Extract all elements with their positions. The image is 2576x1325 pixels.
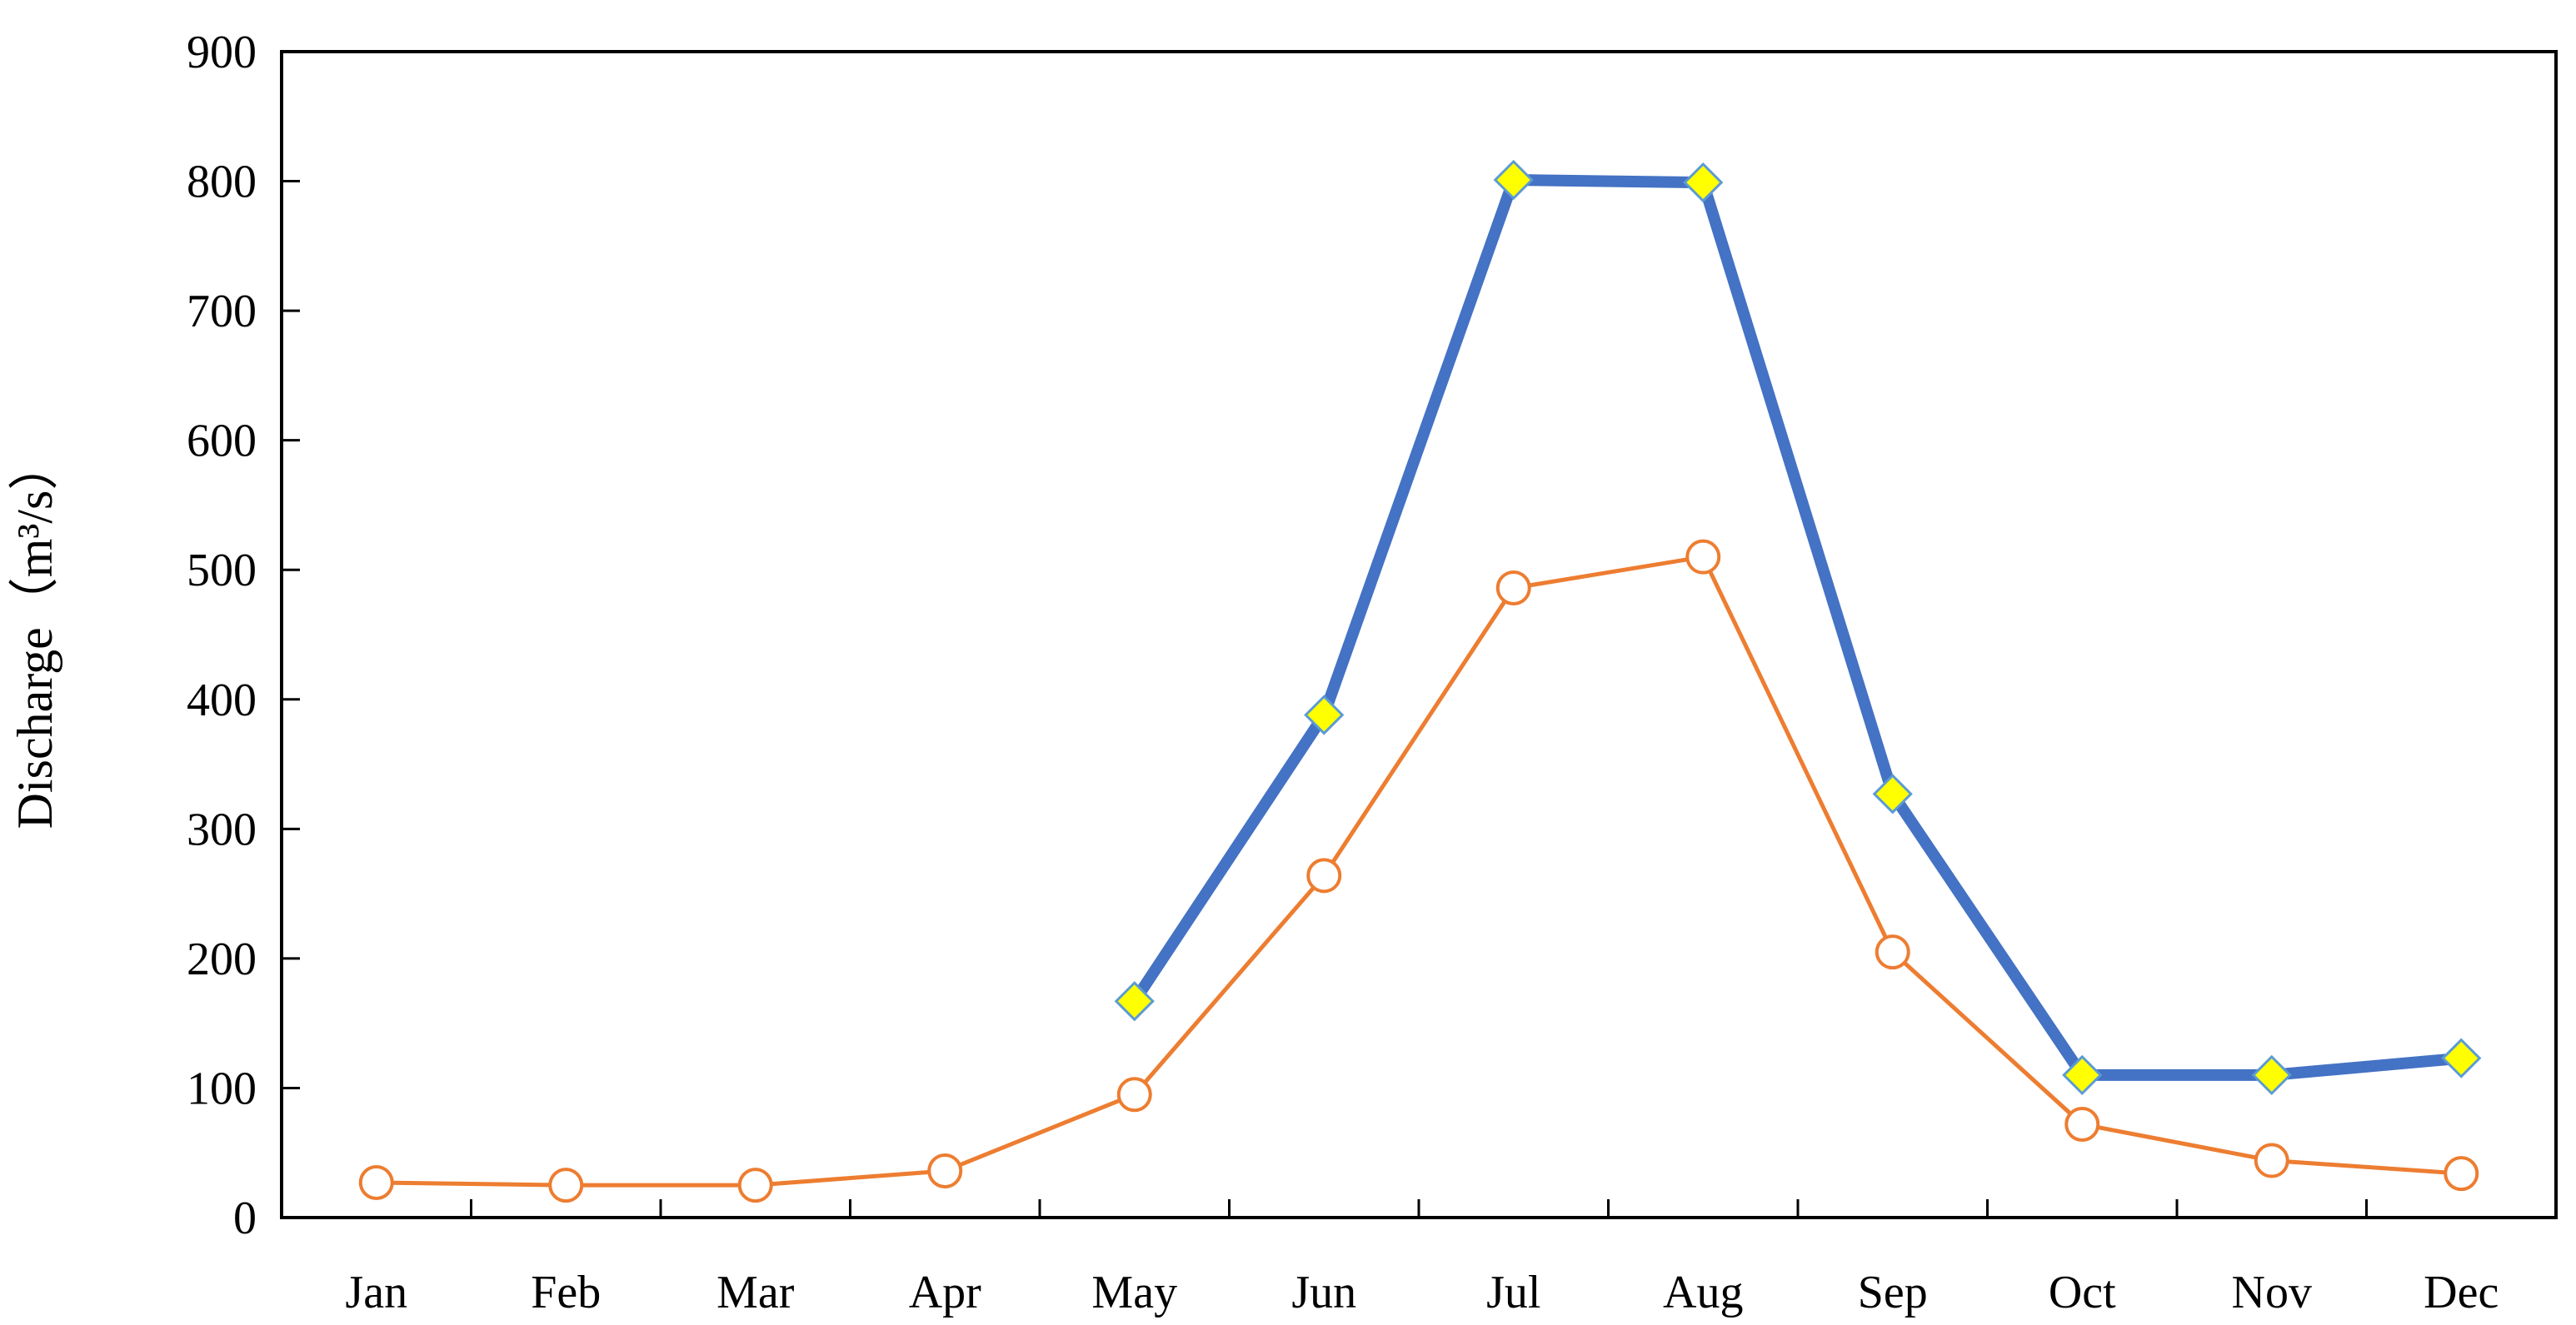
- x-tick-label: May: [1091, 1267, 1177, 1318]
- x-tick-label: Feb: [531, 1267, 601, 1318]
- x-tick-label: Nov: [2232, 1267, 2312, 1318]
- series-layer: [358, 159, 2482, 1203]
- data-point-circle: [1685, 539, 1721, 575]
- data-point-circle: [1116, 1077, 1152, 1113]
- y-tick-label: 400: [187, 675, 257, 726]
- data-point-diamond: [2251, 1054, 2292, 1096]
- data-point-circle: [1875, 934, 1910, 970]
- data-point-diamond: [1493, 159, 1534, 201]
- y-tick-label: 200: [187, 934, 257, 985]
- x-tick-label: Dec: [2424, 1267, 2499, 1318]
- series-line-2: [376, 555, 2462, 1188]
- data-point-diamond: [1683, 162, 1724, 203]
- data-point-diamond: [1304, 695, 1345, 735]
- x-tick-label: Jun: [1291, 1267, 1356, 1318]
- x-tick-label: Mar: [716, 1267, 795, 1318]
- x-tick-label: Aug: [1663, 1267, 1743, 1318]
- x-tick-label: Sep: [1858, 1267, 1928, 1318]
- data-point-circle: [548, 1168, 584, 1203]
- data-point-circle: [737, 1168, 773, 1203]
- y-tick-label: 900: [187, 27, 257, 78]
- x-tick-label: Apr: [909, 1267, 981, 1318]
- x-tick-label: Jul: [1486, 1267, 1540, 1318]
- x-tick-label: Jan: [345, 1267, 407, 1318]
- y-tick-label: 100: [187, 1063, 257, 1114]
- y-tick-label: 300: [187, 804, 257, 855]
- data-point-diamond: [2441, 1038, 2482, 1078]
- data-point-diamond: [2062, 1054, 2103, 1096]
- y-tick-label: 700: [187, 286, 257, 337]
- series-line-1: [1129, 174, 2462, 1081]
- data-point-diamond: [1114, 981, 1155, 1022]
- data-point-diamond: [1872, 774, 1913, 814]
- x-tick-label: Oct: [2049, 1267, 2116, 1318]
- data-point-circle: [927, 1153, 963, 1188]
- y-tick-label: 600: [187, 416, 257, 467]
- x-axis: Jan Feb Mar Apr May Jun Jul Aug Sep Oct Nov Dec: [345, 1199, 2499, 1318]
- data-point-circle: [1495, 570, 1531, 605]
- data-point-circle: [2254, 1143, 2289, 1178]
- y-tick-label: 800: [187, 157, 257, 208]
- y-tick-label: 0: [233, 1193, 257, 1244]
- data-point-circle: [1306, 858, 1342, 894]
- y-axis-title: Discharge（m³/s）: [7, 441, 62, 829]
- data-point-circle: [2064, 1107, 2100, 1142]
- data-point-circle: [2444, 1156, 2479, 1192]
- y-tick-label: 500: [187, 545, 257, 596]
- y-axis: 0 100 200 300 400 500 600 700 800 900: [187, 27, 300, 1244]
- plot-area-frame: [280, 50, 2558, 1219]
- data-point-circle: [358, 1165, 394, 1200]
